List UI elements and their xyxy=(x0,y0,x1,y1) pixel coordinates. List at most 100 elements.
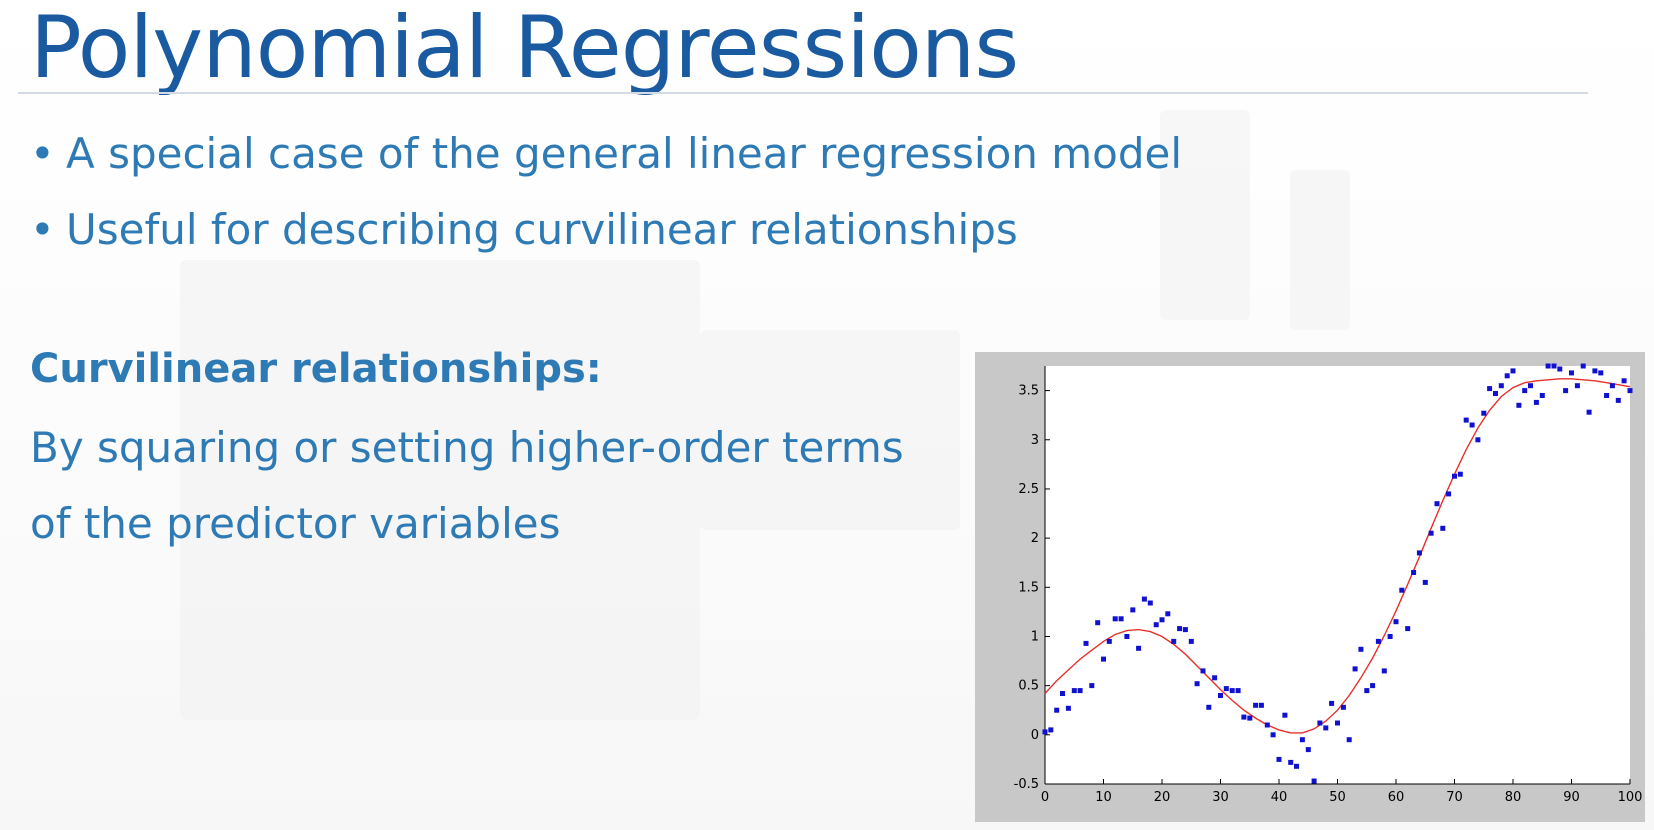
x-tick-label: 80 xyxy=(1505,790,1522,805)
data-point xyxy=(1136,645,1142,651)
data-point xyxy=(1416,550,1422,556)
data-point xyxy=(1223,686,1229,692)
x-tick-label: 10 xyxy=(1095,790,1112,805)
data-point xyxy=(1574,383,1580,389)
data-point xyxy=(1352,666,1358,672)
data-point xyxy=(1218,693,1223,698)
data-point xyxy=(1627,388,1633,394)
subheading: Curvilinear relationships: xyxy=(30,346,602,392)
data-point xyxy=(1446,491,1452,497)
data-point xyxy=(1253,702,1259,708)
data-point xyxy=(1311,778,1317,784)
data-point xyxy=(1493,391,1498,396)
bullet-dot-icon: • xyxy=(30,129,55,178)
data-point xyxy=(1124,634,1130,639)
x-tick-label: 100 xyxy=(1618,790,1643,805)
data-point xyxy=(1054,707,1060,713)
data-point xyxy=(1487,386,1493,392)
data-point xyxy=(1387,634,1393,639)
data-point xyxy=(1463,417,1469,423)
data-point xyxy=(1294,763,1299,769)
data-point xyxy=(1411,570,1417,575)
data-point xyxy=(1545,363,1551,369)
data-point xyxy=(1551,363,1557,369)
data-point xyxy=(1089,683,1095,689)
data-point xyxy=(1604,393,1610,398)
data-point xyxy=(1539,393,1545,398)
data-point xyxy=(1364,688,1370,694)
x-tick-label: 20 xyxy=(1154,790,1171,805)
x-tick-label: 90 xyxy=(1563,790,1580,805)
data-point xyxy=(1153,622,1159,628)
bullet-list: • A special case of the general linear re… xyxy=(30,116,1182,268)
data-point xyxy=(1609,383,1615,389)
data-point xyxy=(1457,471,1463,477)
axes: 0 10 20 30 40 50 60 70 80 90 100-0.500.511.522.533… xyxy=(1014,366,1643,805)
data-point xyxy=(1165,611,1171,617)
data-point xyxy=(1557,366,1563,372)
y-tick-label: 0.5 xyxy=(1018,679,1039,694)
y-tick-label: 3 xyxy=(1031,433,1039,448)
data-point xyxy=(1106,638,1112,644)
background-watermark-block xyxy=(1290,170,1350,330)
data-point xyxy=(1188,638,1194,644)
data-point xyxy=(1071,688,1077,694)
data-point xyxy=(1399,587,1405,593)
data-point xyxy=(1510,368,1516,374)
data-point xyxy=(1528,383,1533,389)
data-point xyxy=(1182,627,1188,633)
data-point xyxy=(1247,715,1253,721)
data-point xyxy=(1586,409,1592,415)
data-point xyxy=(1563,388,1569,394)
data-point xyxy=(1276,756,1282,762)
data-point xyxy=(1288,759,1294,765)
data-point xyxy=(1171,638,1177,644)
data-point xyxy=(1370,683,1376,689)
data-point xyxy=(1440,525,1446,531)
fit-line xyxy=(1044,378,1631,734)
background-watermark-block xyxy=(180,260,700,720)
x-tick-label: 30 xyxy=(1212,790,1229,805)
data-point xyxy=(1621,378,1627,384)
data-point xyxy=(1270,732,1276,738)
data-point xyxy=(1580,363,1586,369)
data-point xyxy=(1048,727,1054,733)
y-tick-label: 3.5 xyxy=(1018,384,1039,399)
data-point xyxy=(1428,530,1434,536)
bullet-item: • Useful for describing curvilinear relat… xyxy=(30,192,1182,268)
x-tick-label: 0 xyxy=(1041,790,1049,805)
data-point xyxy=(1317,720,1323,726)
data-point xyxy=(1229,688,1235,694)
data-point xyxy=(1118,616,1124,622)
data-point xyxy=(1323,725,1329,731)
data-point xyxy=(1264,722,1270,728)
data-point xyxy=(1200,668,1206,674)
data-point xyxy=(1212,675,1218,681)
data-point xyxy=(1422,579,1428,585)
data-point xyxy=(1282,712,1288,718)
data-point xyxy=(1258,702,1264,708)
data-point xyxy=(1083,640,1089,646)
data-point xyxy=(1194,681,1200,687)
data-point xyxy=(1452,473,1457,479)
background-watermark-block xyxy=(1160,110,1250,320)
data-point xyxy=(1598,370,1604,376)
title-divider xyxy=(18,92,1588,94)
data-point xyxy=(1592,368,1598,374)
data-point xyxy=(1130,607,1136,613)
data-point xyxy=(1299,737,1305,743)
data-point xyxy=(1522,388,1528,394)
data-point xyxy=(1112,616,1118,622)
data-point xyxy=(1141,596,1147,602)
bullet-dot-icon: • xyxy=(30,205,55,254)
data-point xyxy=(1504,373,1510,379)
data-point xyxy=(1065,705,1071,711)
data-point xyxy=(1335,720,1340,726)
y-tick-label: 0 xyxy=(1031,728,1039,743)
data-point xyxy=(1475,437,1481,443)
y-tick-label: 2 xyxy=(1031,531,1039,546)
slide-title: Polynomial Regressions xyxy=(30,0,1019,98)
data-point xyxy=(1393,619,1399,625)
points-layer xyxy=(1042,363,1633,784)
bullet-item: • A special case of the general linear re… xyxy=(30,116,1182,192)
